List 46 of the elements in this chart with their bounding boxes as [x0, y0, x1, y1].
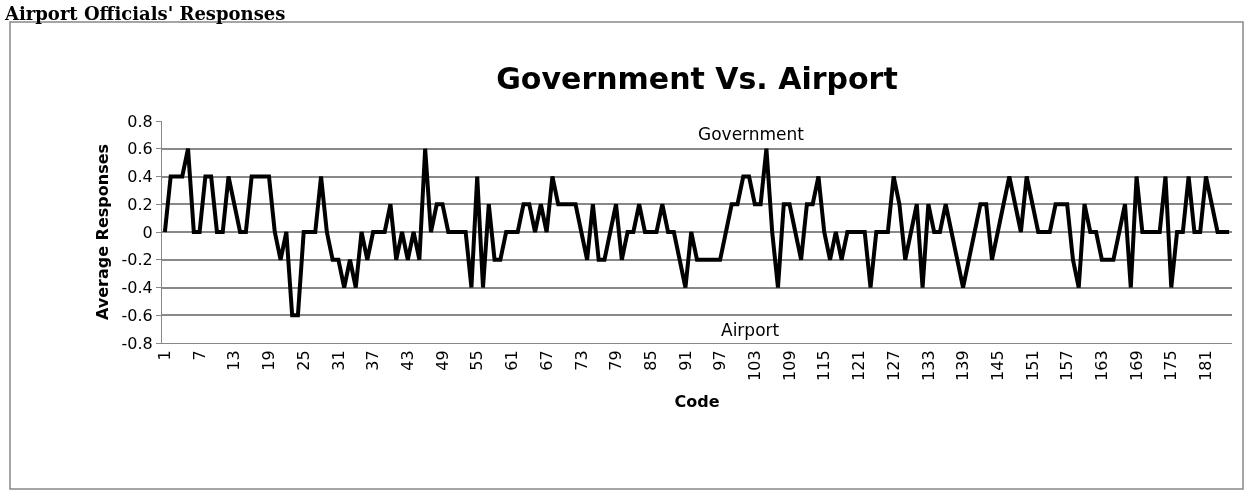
- x-tick-label: 157: [1057, 350, 1077, 381]
- x-tick-label: 115: [814, 350, 834, 381]
- annotation: Government: [698, 124, 805, 144]
- text: Airport Officials' Responses: [4, 3, 286, 24]
- x-tick-label: 145: [987, 350, 1007, 381]
- y-tick-label: 0.2: [127, 194, 153, 214]
- x-axis-title: Code: [674, 391, 720, 411]
- x-tick-label: 85: [640, 350, 660, 371]
- y-tick-label: -0.4: [121, 278, 153, 298]
- x-tick-label: 7: [189, 350, 209, 361]
- x-tick-label: 55: [467, 350, 487, 371]
- x-tick-label: 25: [293, 350, 313, 371]
- y-tick-label: 0.6: [127, 139, 153, 159]
- x-tick-label: 91: [675, 350, 695, 371]
- x-tick-label: 163: [1092, 350, 1112, 381]
- x-tick-label: 43: [398, 350, 418, 371]
- y-tick-label: 0: [142, 222, 153, 242]
- x-tick-label: 19: [259, 350, 279, 371]
- y-tick-label: -0.6: [121, 305, 153, 325]
- x-tick-label: 181: [1196, 350, 1216, 381]
- y-tick-label: 0.4: [127, 167, 153, 187]
- annotation: Airport: [721, 320, 780, 340]
- x-tick-label: 151: [1022, 350, 1042, 381]
- x-tick-label: 169: [1126, 350, 1146, 381]
- x-tick-label: 175: [1161, 350, 1181, 381]
- chart-title: Government Vs. Airport: [496, 60, 898, 96]
- x-tick-label: 37: [363, 350, 383, 371]
- x-tick-label: 109: [779, 350, 799, 381]
- x-tick-label: 139: [953, 350, 973, 381]
- y-tick-label: 0.8: [127, 111, 153, 131]
- x-tick-label: 133: [918, 350, 938, 381]
- y-axis-title: Average Responses: [93, 143, 113, 321]
- x-tick-label: 79: [606, 350, 626, 371]
- x-tick-label: 97: [710, 350, 730, 371]
- x-tick-label: 73: [571, 350, 591, 371]
- x-tick-label: 121: [849, 350, 869, 381]
- x-tick-label: 13: [224, 350, 244, 371]
- x-tick-label: 103: [745, 350, 765, 381]
- x-tick-label: 67: [536, 350, 556, 371]
- y-tick-label: -0.8: [121, 333, 153, 353]
- x-tick-label: 31: [328, 350, 348, 371]
- y-tick-label: -0.2: [121, 250, 153, 270]
- x-tick-label: 1: [155, 350, 175, 361]
- x-tick-label: 61: [502, 350, 522, 371]
- x-tick-label: 127: [883, 350, 903, 381]
- x-tick-label: 49: [432, 350, 452, 371]
